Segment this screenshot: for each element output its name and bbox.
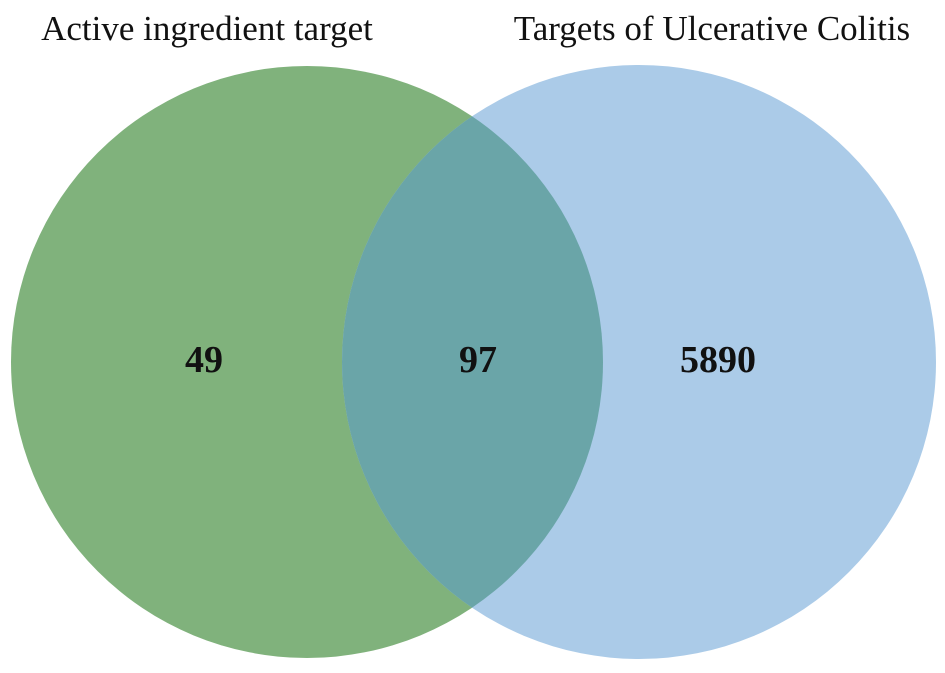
count-active-only: 49 — [185, 339, 223, 381]
intersection-region — [342, 66, 603, 658]
count-colitis-only: 5890 — [680, 339, 756, 381]
count-intersection: 97 — [459, 339, 497, 381]
set-label-active-ingredient: Active ingredient target — [41, 9, 373, 48]
set-label-ulcerative-colitis: Targets of Ulcerative Colitis — [514, 9, 910, 48]
